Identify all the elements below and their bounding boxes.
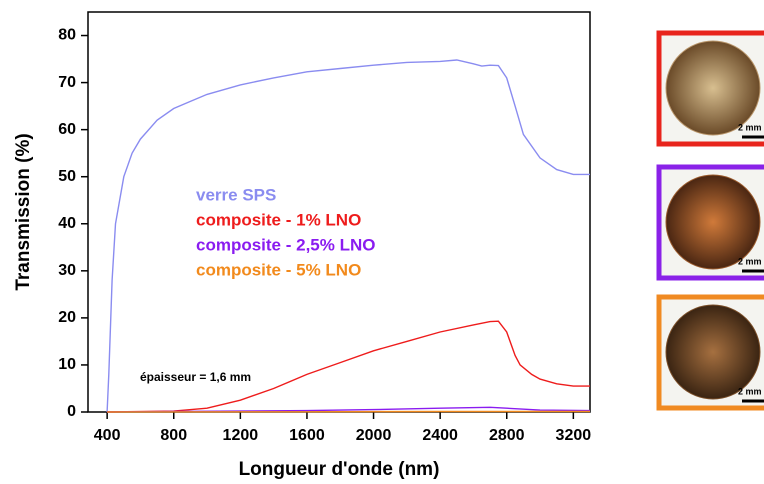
y-tick-label: 50 xyxy=(58,168,76,185)
y-tick-label: 80 xyxy=(58,27,76,44)
scale-label: 2 mm xyxy=(738,256,762,266)
series-line xyxy=(106,59,590,413)
y-tick-label: 40 xyxy=(58,215,76,232)
y-tick-label: 0 xyxy=(67,403,76,420)
legend-entry: composite - 5% LNO xyxy=(196,260,361,279)
photo-sample xyxy=(665,174,761,270)
photo-sample xyxy=(665,304,761,400)
photo-sample xyxy=(665,40,761,136)
photos: 2 mm 2 mm 2 mm xyxy=(656,30,764,411)
x-tick-label: 800 xyxy=(160,427,187,444)
series-line xyxy=(107,406,591,413)
x-tick-label: 2400 xyxy=(422,427,458,444)
scale-label: 2 mm xyxy=(738,122,762,132)
series-line xyxy=(107,320,590,413)
y-tick-label: 20 xyxy=(58,309,76,326)
annotation: épaisseur = 1,6 mm xyxy=(140,370,251,384)
legend-entry: composite - 1% LNO xyxy=(196,210,361,229)
x-tick-label: 3200 xyxy=(556,427,592,444)
series-line xyxy=(107,410,590,413)
x-tick-label: 1600 xyxy=(289,427,325,444)
x-tick-label: 400 xyxy=(94,427,121,444)
x-tick-label: 2000 xyxy=(356,427,392,444)
x-tick-label: 2800 xyxy=(489,427,525,444)
legend-entry: composite - 2,5% LNO xyxy=(196,235,375,254)
legend-entry: verre SPS xyxy=(196,185,276,204)
scale-label: 2 mm xyxy=(738,386,762,396)
y-tick-label: 70 xyxy=(58,74,76,91)
y-tick-label: 60 xyxy=(58,121,76,138)
y-tick-label: 10 xyxy=(58,356,76,373)
x-axis-label: Longueur d'onde (nm) xyxy=(239,459,440,480)
y-axis-label: Transmission (%) xyxy=(13,133,34,290)
x-tick-label: 1200 xyxy=(223,427,259,444)
y-tick-label: 30 xyxy=(58,262,76,279)
